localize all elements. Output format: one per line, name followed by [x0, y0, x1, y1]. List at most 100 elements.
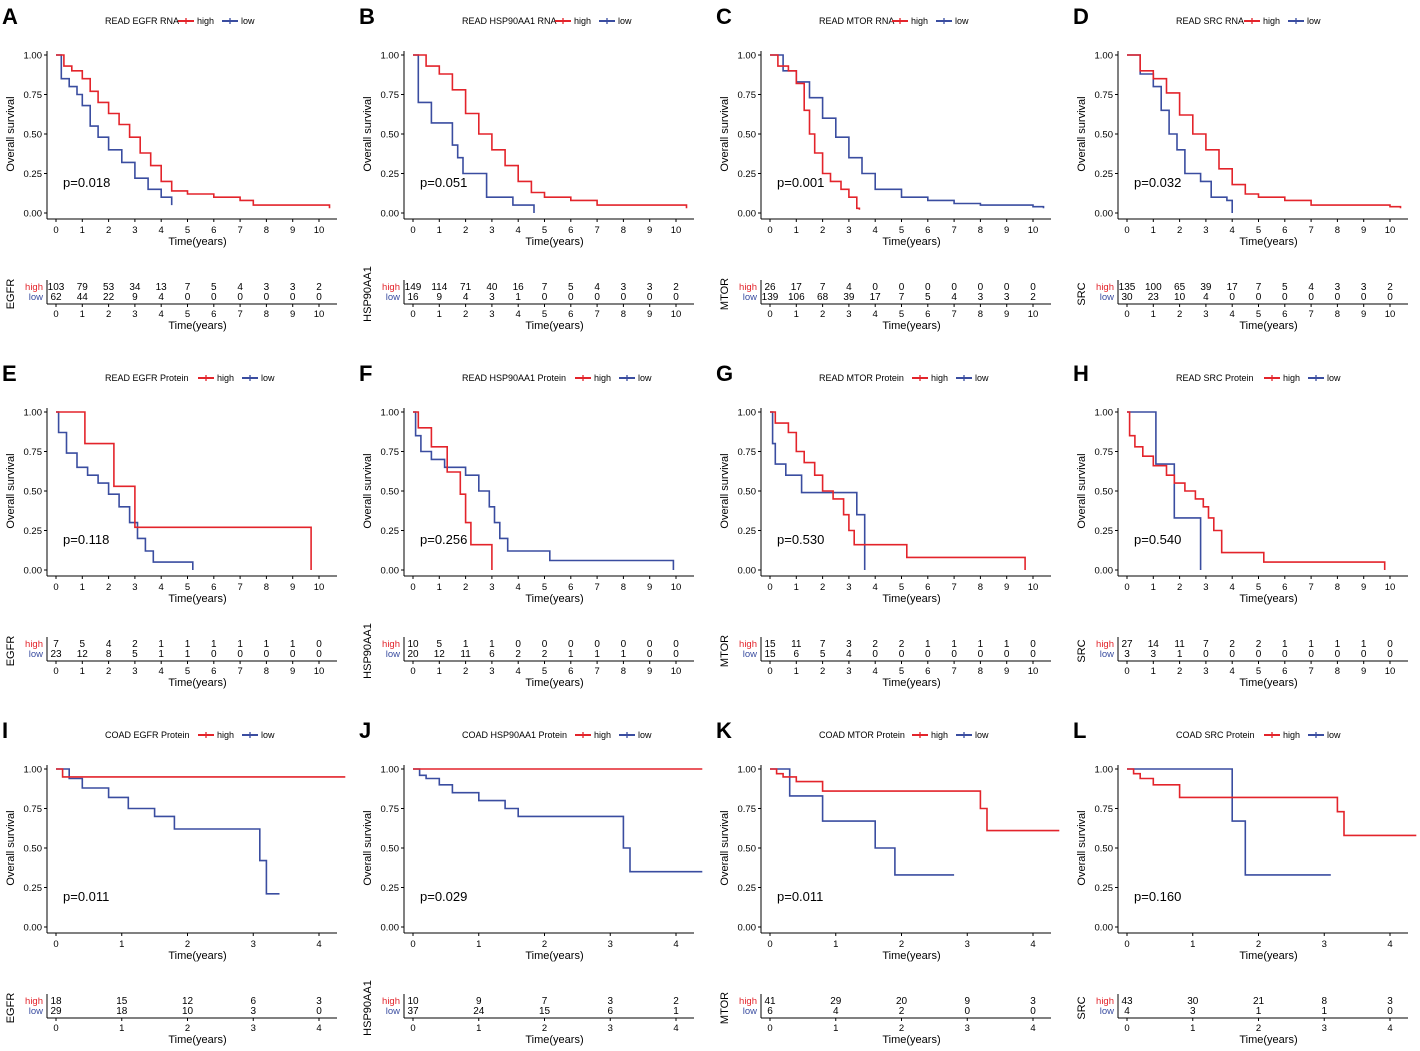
risk-low-count: 29 [50, 1006, 62, 1017]
risk-x-tick-label: 3 [1203, 666, 1208, 677]
x-tick-label: 10 [1028, 225, 1039, 236]
risk-low-count: 4 [1203, 292, 1209, 303]
risk-x-tick-label: 4 [1387, 1023, 1392, 1034]
y-tick-label: 1.00 [1095, 765, 1114, 776]
risk-high-count: 2 [132, 639, 138, 650]
risk-high-count: 16 [513, 282, 525, 293]
p-value: p=0.256 [420, 532, 467, 547]
risk-x-tick-label: 2 [106, 666, 111, 677]
y-tick-label: 0.00 [738, 566, 757, 577]
y-tick-label: 0.00 [381, 209, 400, 220]
p-value: p=0.001 [777, 175, 824, 190]
risk-high-count: 1 [1282, 639, 1288, 650]
risk-x-axis-label: Time(years) [525, 1034, 583, 1046]
risk-low-count: 18 [116, 1006, 128, 1017]
risk-x-axis-label: Time(years) [882, 677, 940, 689]
risk-x-tick-label: 8 [978, 666, 983, 677]
risk-x-tick-label: 6 [1282, 309, 1287, 320]
risk-low-count: 1 [594, 649, 600, 660]
y-tick-label: 0.50 [24, 487, 43, 498]
risk-high-count: 3 [647, 282, 653, 293]
y-tick-label: 1.00 [738, 51, 757, 62]
chart-title: READ SRC RNA [1176, 16, 1244, 26]
risk-gene-label: EGFR [5, 279, 17, 310]
high-survival-curve [56, 54, 331, 209]
x-tick-label: 8 [264, 582, 269, 593]
high-survival-curve [770, 54, 861, 210]
risk-low-count: 0 [925, 649, 931, 660]
legend-low-label: low [975, 373, 989, 383]
p-value: p=0.032 [1134, 175, 1181, 190]
risk-gene-label: EGFR [5, 636, 17, 667]
risk-low-count: 15 [539, 1006, 551, 1017]
legend-high-label: high [911, 16, 928, 26]
risk-x-tick-label: 3 [1203, 309, 1208, 320]
risk-high-count: 135 [1119, 282, 1136, 293]
p-value: p=0.029 [420, 889, 467, 904]
x-tick-label: 7 [951, 225, 956, 236]
risk-high-count: 1 [237, 639, 243, 650]
risk-low-count: 10 [1174, 292, 1186, 303]
risk-high-count: 149 [405, 282, 422, 293]
risk-high-count: 40 [486, 282, 498, 293]
risk-low-label: low [743, 292, 757, 303]
x-tick-label: 2 [463, 582, 468, 593]
chart-title: READ HSP90AA1 RNA [462, 16, 557, 26]
risk-x-tick-label: 3 [132, 309, 137, 320]
x-tick-label: 9 [647, 225, 652, 236]
risk-high-count: 3 [1387, 996, 1393, 1007]
risk-x-tick-label: 1 [1151, 309, 1156, 320]
legend-high-label: high [217, 373, 234, 383]
risk-x-tick-label: 1 [794, 666, 799, 677]
risk-x-axis-label: Time(years) [882, 1034, 940, 1046]
low-survival-curve [770, 768, 955, 876]
risk-gene-label: SRC [1076, 639, 1088, 662]
risk-high-count: 65 [1174, 282, 1186, 293]
low-survival-curve [56, 54, 173, 206]
risk-low-count: 0 [978, 649, 984, 660]
x-tick-label: 6 [211, 225, 216, 236]
risk-x-tick-label: 2 [1177, 309, 1182, 320]
risk-high-count: 9 [964, 996, 970, 1007]
chart-title: COAD MTOR Protein [819, 730, 905, 740]
risk-low-count: 3 [1124, 649, 1130, 660]
legend-high-label: high [197, 16, 214, 26]
legend-low-label: low [618, 16, 632, 26]
risk-x-tick-label: 2 [185, 1023, 190, 1034]
risk-low-label: low [29, 1006, 43, 1017]
risk-low-count: 2 [515, 649, 521, 660]
x-tick-label: 1 [1190, 939, 1195, 950]
x-tick-label: 4 [1030, 939, 1035, 950]
x-tick-label: 0 [1124, 225, 1129, 236]
x-tick-label: 2 [463, 225, 468, 236]
y-axis-label: Overall survival [1076, 96, 1088, 171]
y-tick-label: 0.00 [1095, 923, 1114, 934]
risk-low-count: 0 [316, 1006, 322, 1017]
risk-low-count: 1 [1256, 1006, 1262, 1017]
x-tick-label: 5 [1256, 225, 1261, 236]
risk-low-count: 8 [106, 649, 112, 660]
risk-low-count: 11 [460, 649, 471, 660]
risk-x-tick-label: 0 [53, 666, 58, 677]
x-tick-label: 4 [1230, 582, 1235, 593]
risk-high-count: 7 [53, 639, 59, 650]
y-axis-label: Overall survival [719, 810, 731, 885]
panel-k: K COAD MTOR Protein high low0.000.250.500.7… [716, 718, 1060, 1046]
risk-x-tick-label: 4 [873, 309, 878, 320]
risk-low-count: 1 [568, 649, 574, 660]
risk-low-count: 62 [50, 292, 62, 303]
x-tick-label: 1 [1151, 582, 1156, 593]
x-tick-label: 3 [1203, 582, 1208, 593]
risk-high-count: 2 [316, 282, 322, 293]
risk-low-count: 6 [489, 649, 495, 660]
risk-low-count: 0 [1308, 649, 1314, 660]
risk-low-count: 0 [1282, 292, 1288, 303]
x-tick-label: 5 [899, 225, 904, 236]
y-tick-label: 0.75 [381, 447, 400, 458]
risk-high-count: 3 [1335, 282, 1341, 293]
x-tick-label: 9 [290, 225, 295, 236]
risk-low-count: 2 [899, 1006, 905, 1017]
low-survival-curve [770, 411, 866, 570]
risk-high-count: 7 [820, 282, 826, 293]
legend-low-mark [624, 375, 630, 381]
